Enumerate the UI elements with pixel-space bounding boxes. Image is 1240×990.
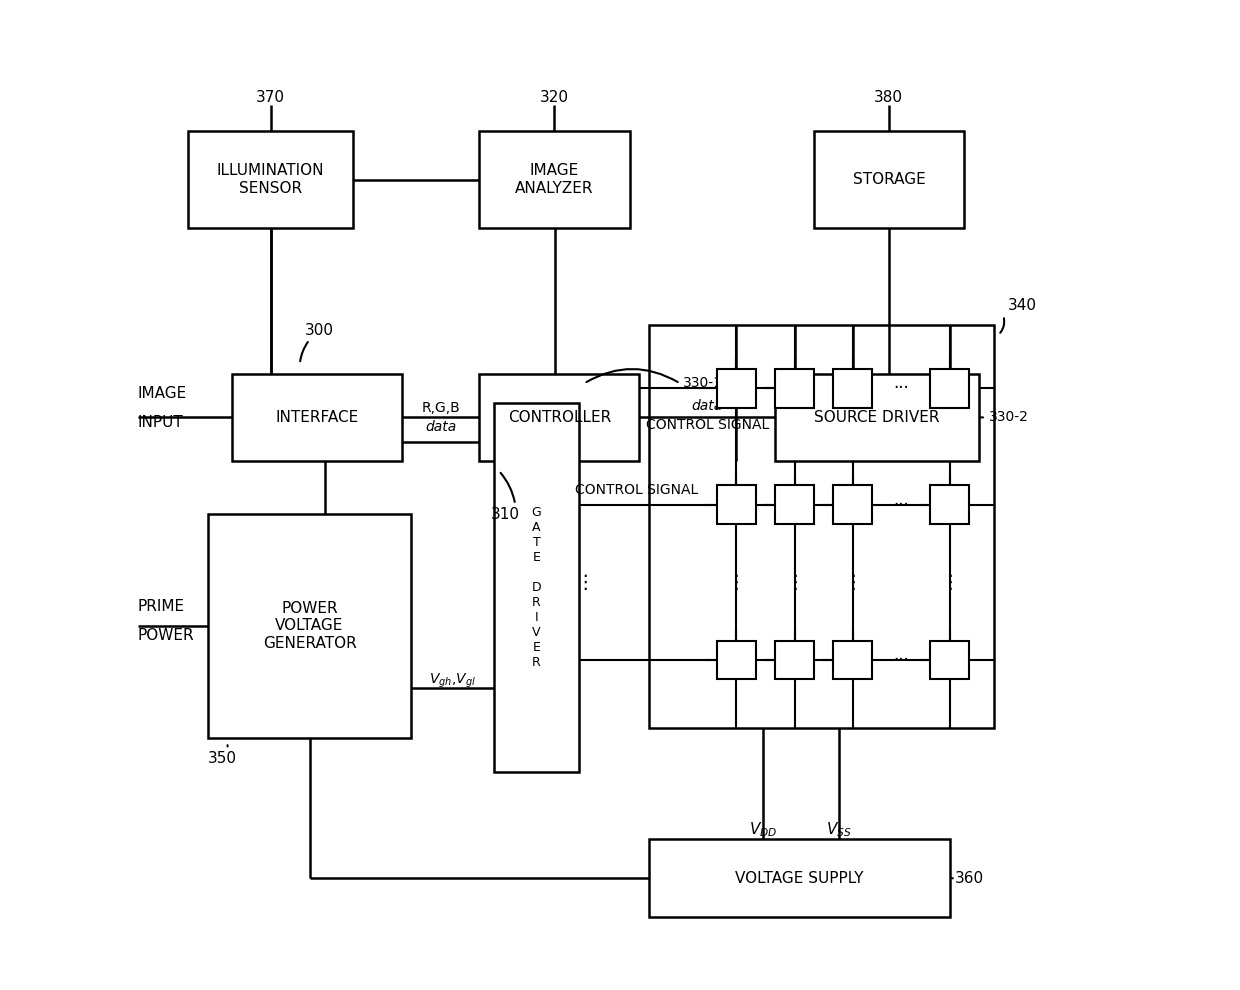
- Text: R,G,B: R,G,B: [422, 401, 460, 415]
- Bar: [775, 369, 813, 408]
- Bar: [649, 325, 993, 728]
- Text: ILLUMINATION
SENSOR: ILLUMINATION SENSOR: [217, 163, 325, 196]
- Bar: [480, 131, 630, 228]
- Text: 350: 350: [207, 751, 237, 766]
- Text: CONTROLLER: CONTROLLER: [507, 410, 611, 425]
- Bar: [833, 369, 872, 408]
- Text: $V_{SS}$: $V_{SS}$: [826, 821, 852, 840]
- Text: 370: 370: [257, 90, 285, 105]
- Text: $V_{DD}$: $V_{DD}$: [749, 821, 777, 840]
- Text: POWER: POWER: [138, 629, 195, 644]
- Bar: [930, 369, 970, 408]
- Bar: [717, 485, 756, 524]
- Text: data: data: [692, 399, 723, 413]
- Bar: [232, 374, 402, 461]
- Text: 330-2: 330-2: [988, 411, 1028, 425]
- Text: 340: 340: [1008, 298, 1037, 313]
- Bar: [188, 131, 353, 228]
- Text: CONTROL SIGNAL: CONTROL SIGNAL: [575, 483, 698, 497]
- Text: $V_{gh}$,$V_{gl}$: $V_{gh}$,$V_{gl}$: [429, 671, 476, 690]
- Text: data: data: [425, 420, 456, 434]
- Bar: [833, 641, 872, 679]
- Bar: [480, 374, 640, 461]
- Text: ⋮: ⋮: [843, 573, 863, 592]
- Text: VOLTAGE SUPPLY: VOLTAGE SUPPLY: [735, 871, 864, 886]
- Text: ⋮: ⋮: [727, 573, 746, 592]
- Bar: [930, 641, 970, 679]
- Bar: [207, 515, 412, 738]
- Text: 330-1: 330-1: [683, 376, 723, 390]
- Bar: [930, 485, 970, 524]
- Text: SOURCE DRIVER: SOURCE DRIVER: [815, 410, 940, 425]
- Text: 360: 360: [955, 871, 983, 886]
- Bar: [717, 369, 756, 408]
- Text: G
A
T
E
 
D
R
I
V
E
R: G A T E D R I V E R: [532, 506, 542, 668]
- Bar: [649, 840, 950, 917]
- Text: ⋮: ⋮: [940, 573, 960, 592]
- Text: POWER
VOLTAGE
GENERATOR: POWER VOLTAGE GENERATOR: [263, 601, 356, 650]
- Bar: [775, 485, 813, 524]
- Text: IMAGE: IMAGE: [138, 386, 187, 401]
- Text: ⋮: ⋮: [575, 573, 595, 592]
- Bar: [717, 641, 756, 679]
- Bar: [775, 641, 813, 679]
- Bar: [775, 374, 978, 461]
- Bar: [494, 403, 579, 771]
- Bar: [813, 131, 965, 228]
- Text: INPUT: INPUT: [138, 415, 184, 430]
- Text: 300: 300: [305, 323, 334, 338]
- Text: ⋮: ⋮: [785, 573, 805, 592]
- Text: INTERFACE: INTERFACE: [275, 410, 358, 425]
- Text: ···: ···: [894, 379, 909, 397]
- Text: 380: 380: [874, 90, 903, 105]
- Text: STORAGE: STORAGE: [853, 172, 925, 187]
- Text: ···: ···: [894, 496, 909, 514]
- Text: 320: 320: [539, 90, 568, 105]
- Text: IMAGE
ANALYZER: IMAGE ANALYZER: [516, 163, 594, 196]
- Text: 310: 310: [491, 507, 520, 522]
- Text: CONTROL SIGNAL: CONTROL SIGNAL: [646, 418, 769, 433]
- Text: PRIME: PRIME: [138, 599, 185, 614]
- Text: ···: ···: [894, 651, 909, 669]
- Bar: [833, 485, 872, 524]
